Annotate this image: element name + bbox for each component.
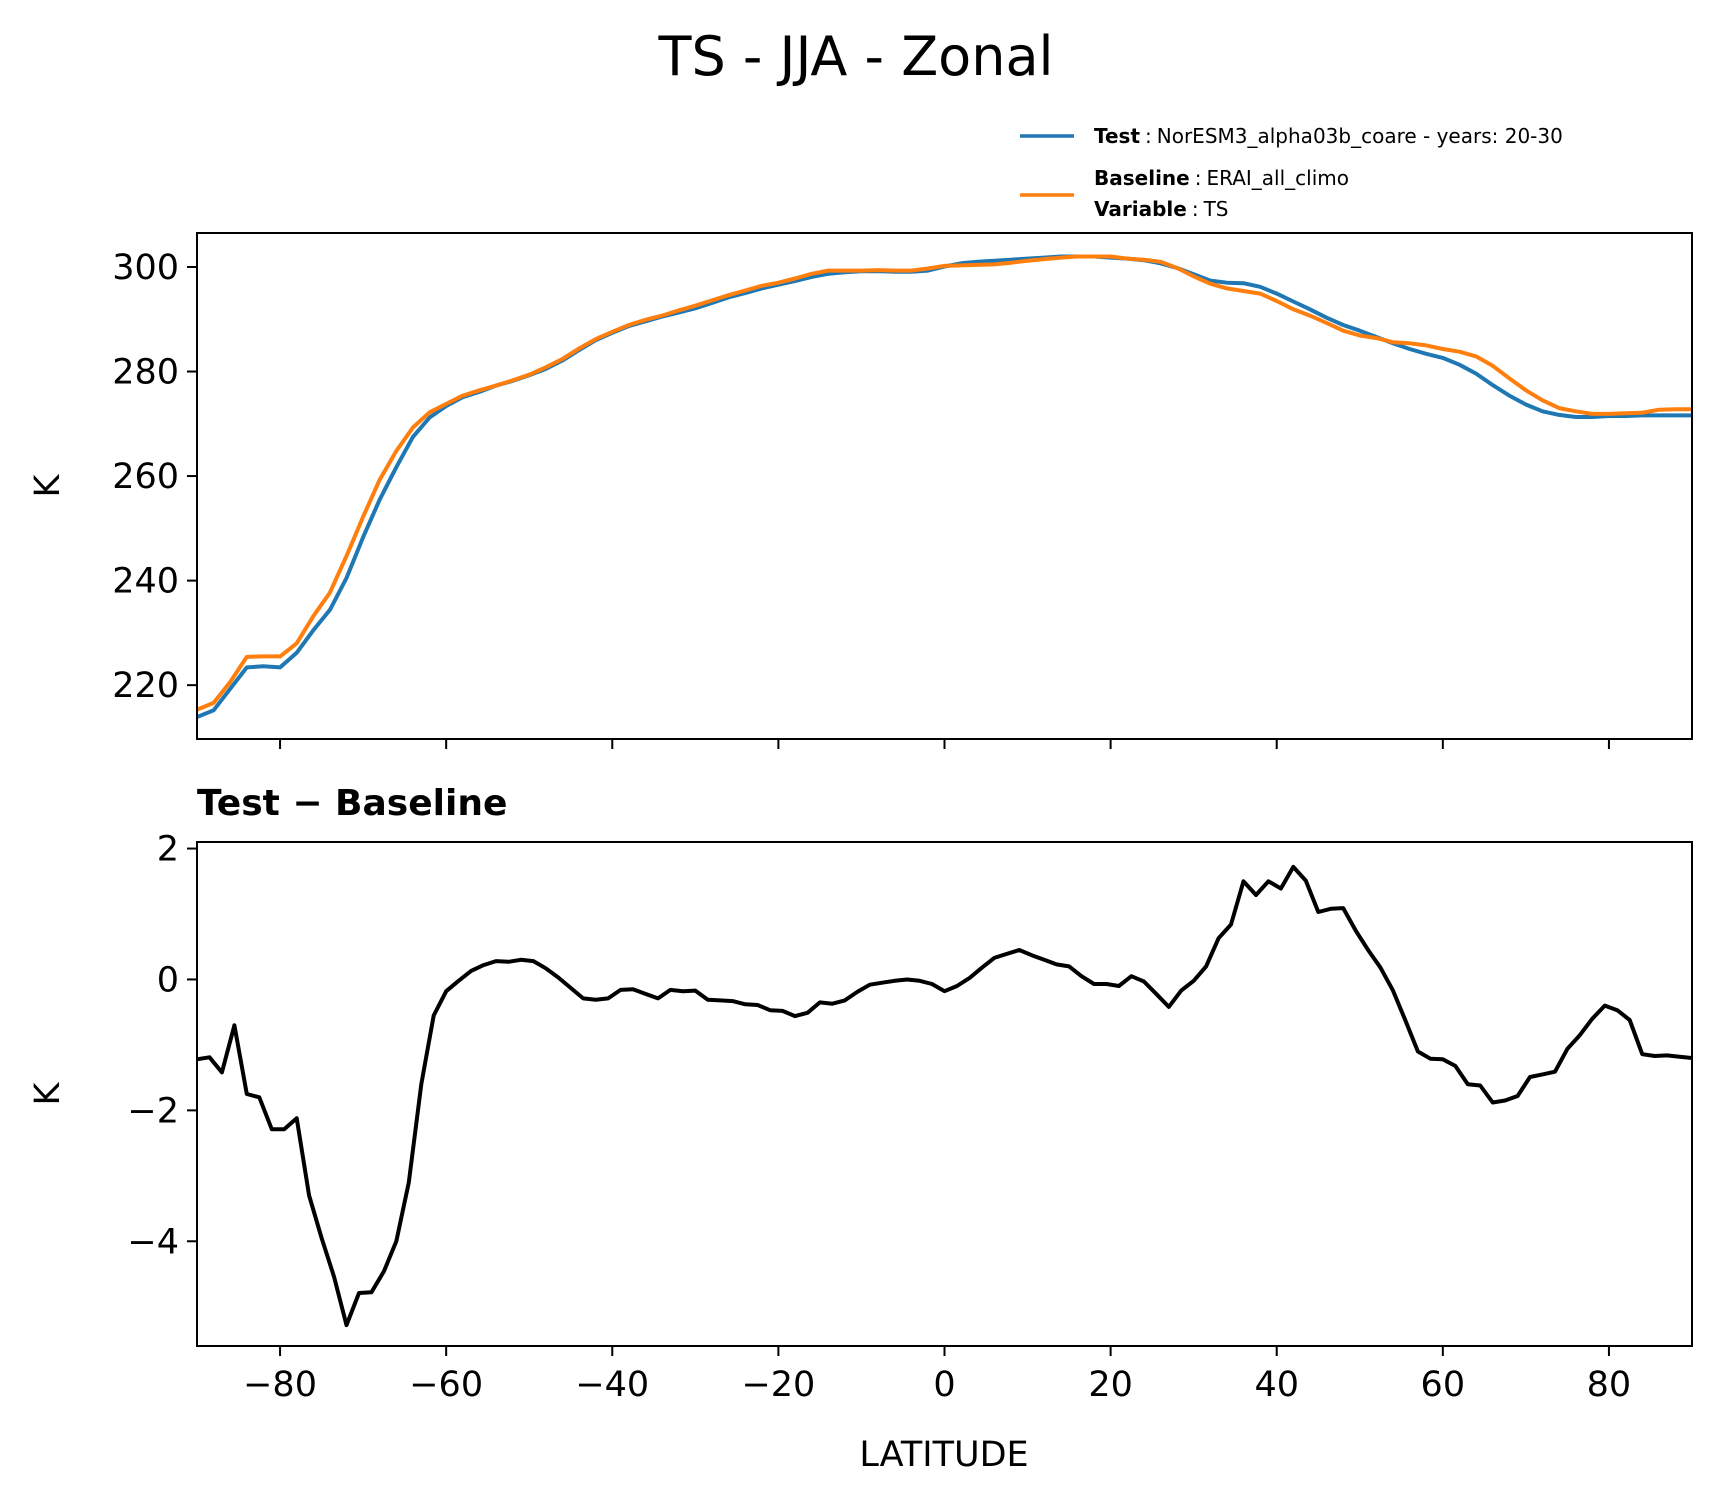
legend-test-value: NorESM3_alpha03b_coare - years: 20-30 — [1157, 124, 1563, 148]
bottom-axes-frame — [196, 841, 1693, 1347]
bottom-x-axis: −80 −60 −40 −20 0 20 40 60 80 — [243, 1346, 1631, 1405]
legend-entry-test: Test: NorESM3_alpha03b_coare - years: 20-… — [1094, 124, 1563, 148]
y-tick-label: 220 — [112, 666, 179, 706]
top-x-axis — [279, 739, 1610, 749]
legend-baseline-label: Baseline — [1094, 166, 1190, 190]
figure-title: TS - JJA - Zonal — [657, 25, 1053, 88]
x-tick-label: 40 — [1254, 1365, 1299, 1405]
y-tick-label: −2 — [127, 1091, 179, 1131]
x-tick-label: 20 — [1088, 1365, 1133, 1405]
legend-variable-value: TS — [1203, 197, 1229, 221]
y-tick-label: 2 — [157, 830, 179, 870]
top-axes-frame — [196, 232, 1693, 740]
legend-baseline-value: ERAI_all_climo — [1206, 166, 1349, 190]
bottom-y-axis-label: K — [28, 1081, 68, 1105]
legend: Test: NorESM3_alpha03b_coare - years: 20-… — [1020, 124, 1563, 221]
legend-baseline-sep: : — [1195, 166, 1202, 190]
series-line-baseline — [197, 254, 1692, 712]
y-tick-label: 300 — [112, 248, 179, 288]
series-line-test-baseline — [197, 864, 1692, 1328]
difference-panel: Test − Baseline −4−202 −80 −60 −40 −20 0 20 40… — [28, 783, 1693, 1475]
top-y-axis-label: K — [28, 473, 68, 497]
y-tick-label: −4 — [127, 1222, 179, 1262]
legend-entry-baseline: Baseline: ERAI_all_climo — [1094, 166, 1349, 190]
difference-title: Test − Baseline — [197, 783, 507, 824]
x-tick-label: −60 — [409, 1365, 483, 1405]
legend-test-sep: : — [1145, 124, 1152, 148]
x-tick-label: 60 — [1421, 1365, 1466, 1405]
x-tick-label: −40 — [575, 1365, 649, 1405]
bottom-y-axis: −4 −2 0 2 — [127, 830, 197, 1262]
legend-test-label: Test — [1094, 124, 1140, 148]
x-tick-label: 80 — [1587, 1365, 1632, 1405]
x-tick-label: −80 — [243, 1365, 317, 1405]
bottom-series-lines — [197, 864, 1692, 1328]
legend-variable-label: Variable — [1094, 197, 1187, 221]
y-tick-label: 280 — [112, 353, 179, 393]
y-tick-label: 0 — [157, 960, 179, 1000]
x-tick-label: −20 — [741, 1365, 815, 1405]
top-y-axis: 220 240 260 280 300 — [112, 248, 197, 706]
x-tick-label: 0 — [933, 1365, 955, 1405]
y-tick-label: 240 — [112, 562, 179, 602]
top-series-lines — [197, 254, 1692, 719]
x-axis-label: LATITUDE — [859, 1435, 1028, 1475]
legend-variable-sep: : — [1192, 197, 1199, 221]
legend-entry-variable: Variable: TS — [1094, 197, 1229, 221]
series-line-test — [197, 254, 1692, 719]
zonal-mean-panel: 220 240 260 280 300 K — [28, 232, 1693, 749]
y-tick-label: 260 — [112, 457, 179, 497]
